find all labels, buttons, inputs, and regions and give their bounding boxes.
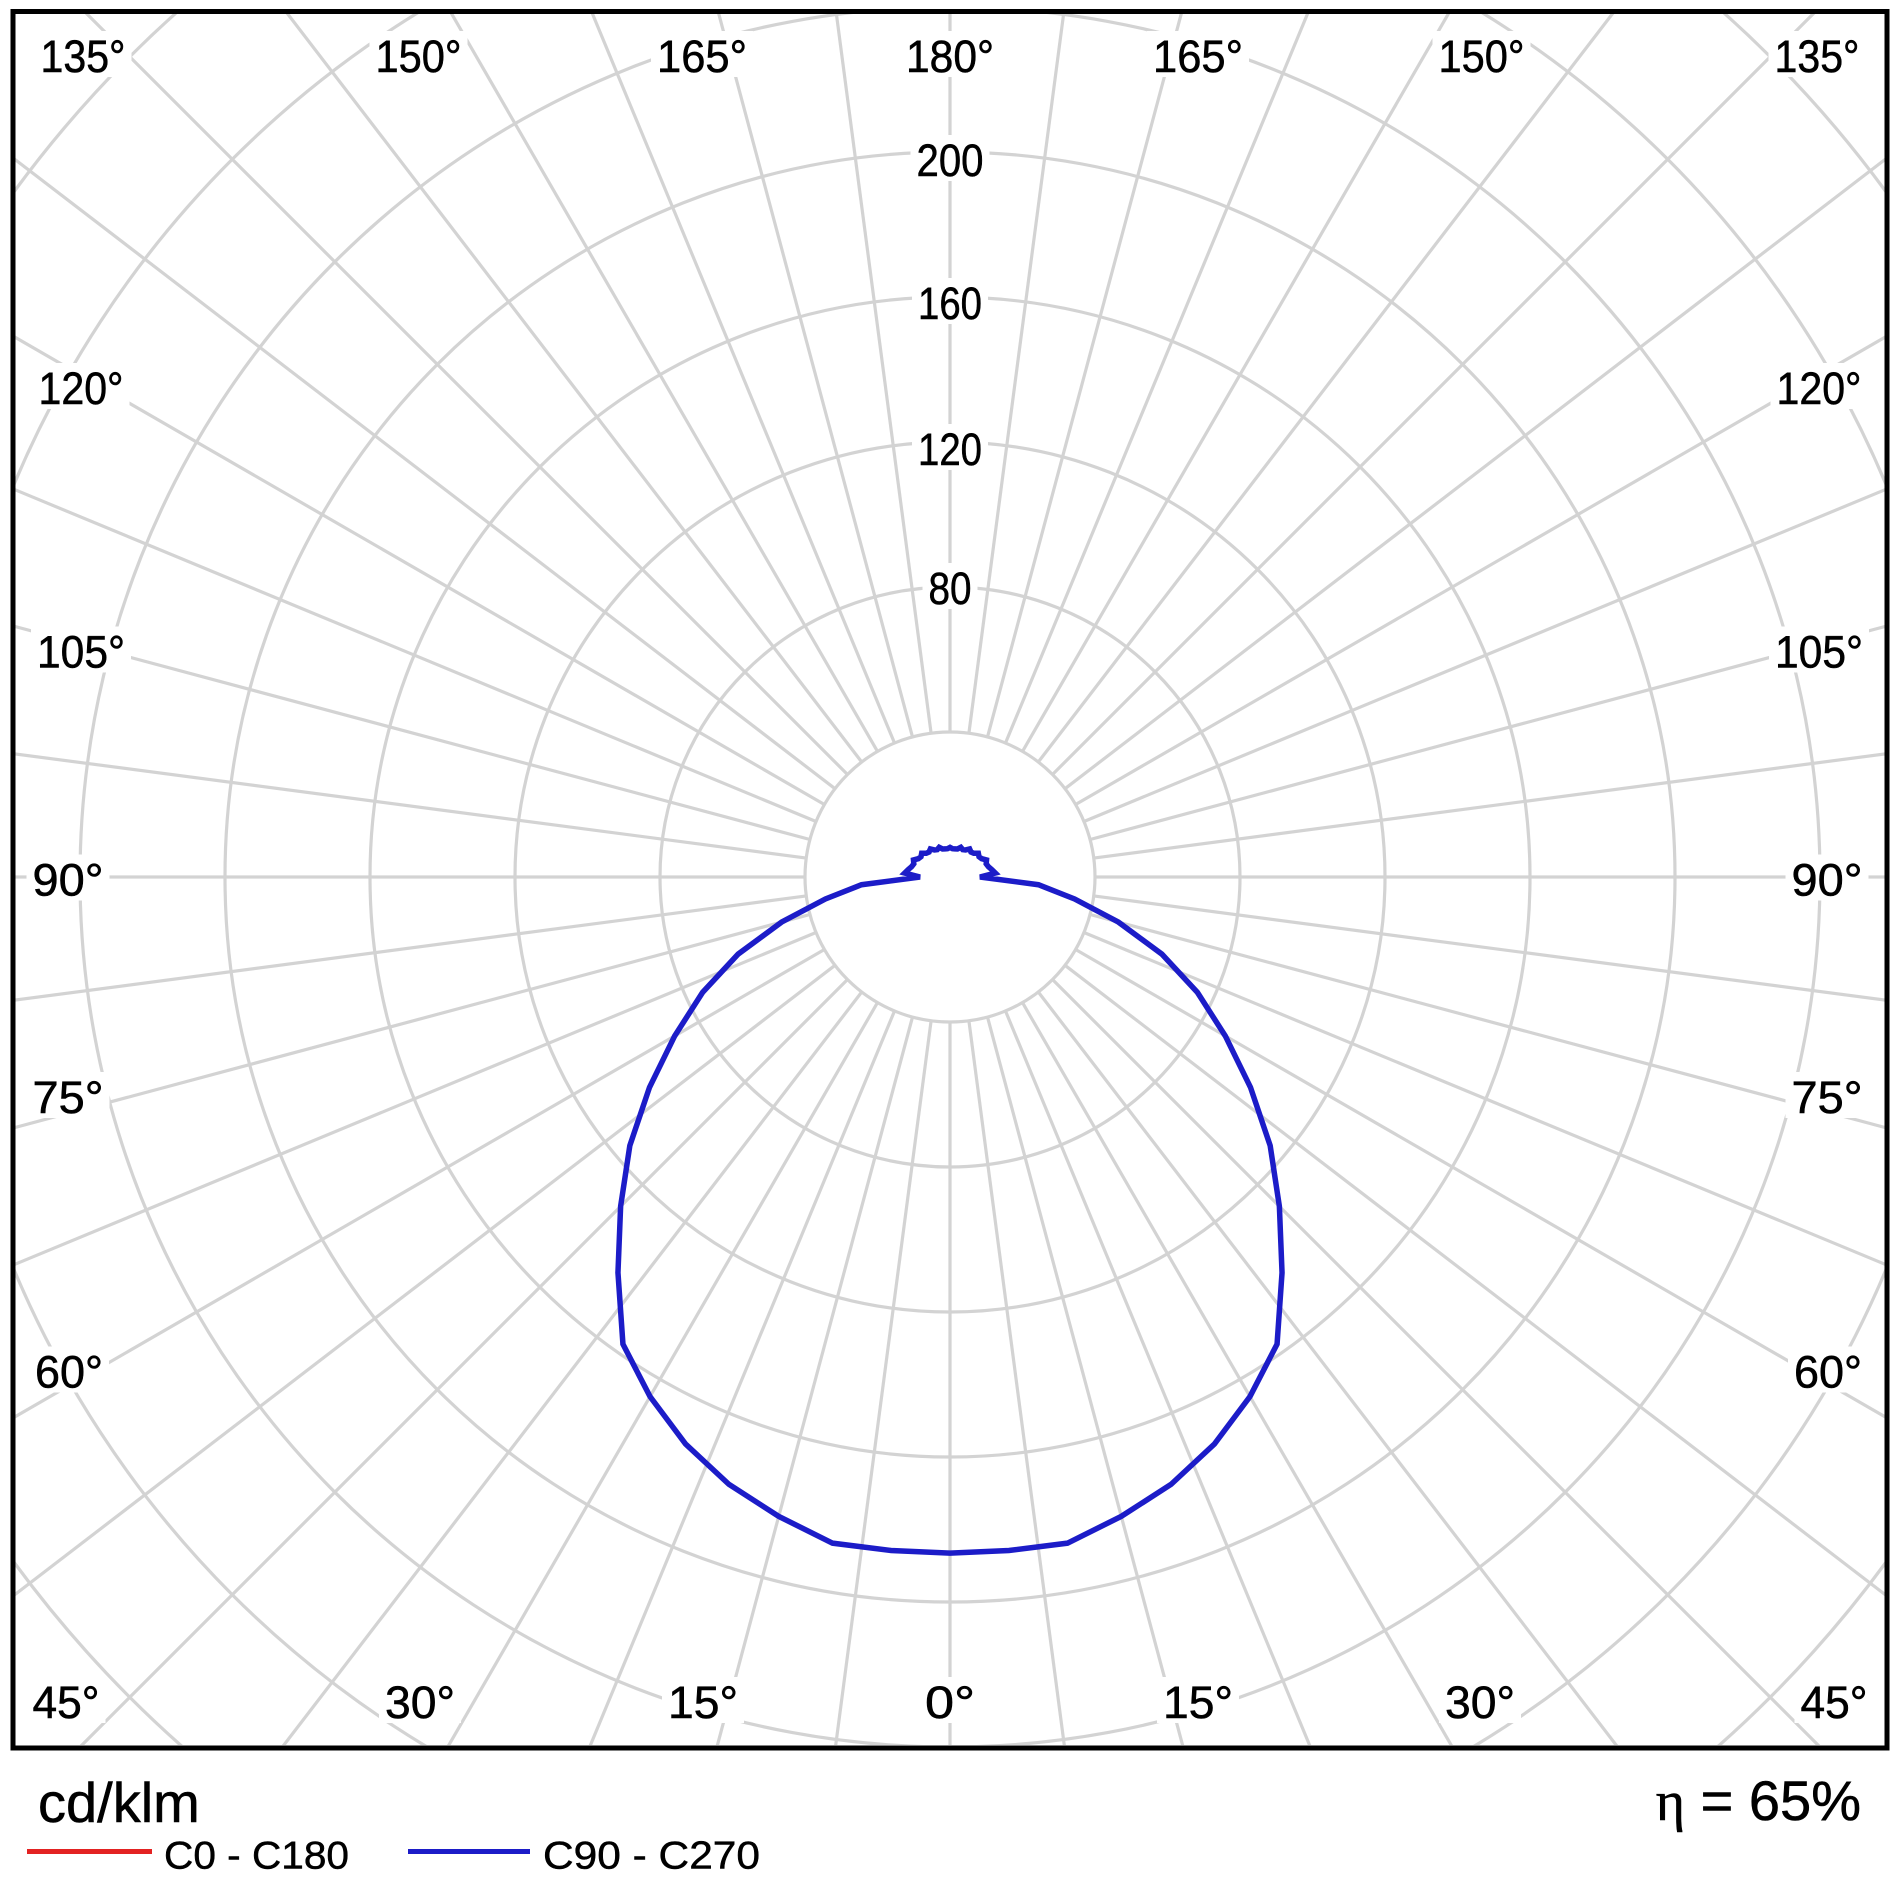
svg-text:120°: 120°	[1777, 363, 1862, 414]
svg-text:150°: 150°	[376, 31, 462, 82]
svg-text:180°: 180°	[906, 31, 994, 82]
svg-text:120: 120	[918, 424, 982, 475]
svg-text:90°: 90°	[33, 855, 104, 906]
svg-text:165°: 165°	[657, 31, 747, 82]
svg-text:160: 160	[918, 278, 982, 329]
svg-text:cd/klm: cd/klm	[38, 1771, 200, 1834]
svg-text:30°: 30°	[1445, 1677, 1515, 1728]
svg-text:75°: 75°	[1792, 1072, 1863, 1123]
svg-text:60°: 60°	[35, 1347, 103, 1398]
svg-text:165°: 165°	[1153, 31, 1243, 82]
svg-text:60°: 60°	[1794, 1347, 1862, 1398]
svg-text:0°: 0°	[925, 1677, 975, 1728]
svg-text:120°: 120°	[39, 363, 124, 414]
svg-text:105°: 105°	[37, 627, 125, 678]
svg-text:80: 80	[929, 563, 972, 614]
svg-text:45°: 45°	[33, 1677, 100, 1728]
svg-text:135°: 135°	[41, 31, 126, 82]
svg-text:105°: 105°	[1775, 627, 1863, 678]
svg-text:135°: 135°	[1775, 31, 1860, 82]
svg-text:15°: 15°	[1163, 1677, 1233, 1728]
svg-text:30°: 30°	[385, 1677, 455, 1728]
svg-text:200: 200	[917, 135, 984, 186]
svg-text:45°: 45°	[1801, 1677, 1868, 1728]
svg-text:75°: 75°	[33, 1072, 104, 1123]
svg-text:150°: 150°	[1439, 31, 1525, 82]
svg-text:90°: 90°	[1792, 855, 1863, 906]
svg-text:C90 - C270: C90 - C270	[543, 1835, 760, 1878]
svg-text:C0 - C180: C0 - C180	[164, 1835, 349, 1878]
svg-text:15°: 15°	[668, 1677, 738, 1728]
svg-text:η = 65%: η = 65%	[1656, 1769, 1861, 1833]
